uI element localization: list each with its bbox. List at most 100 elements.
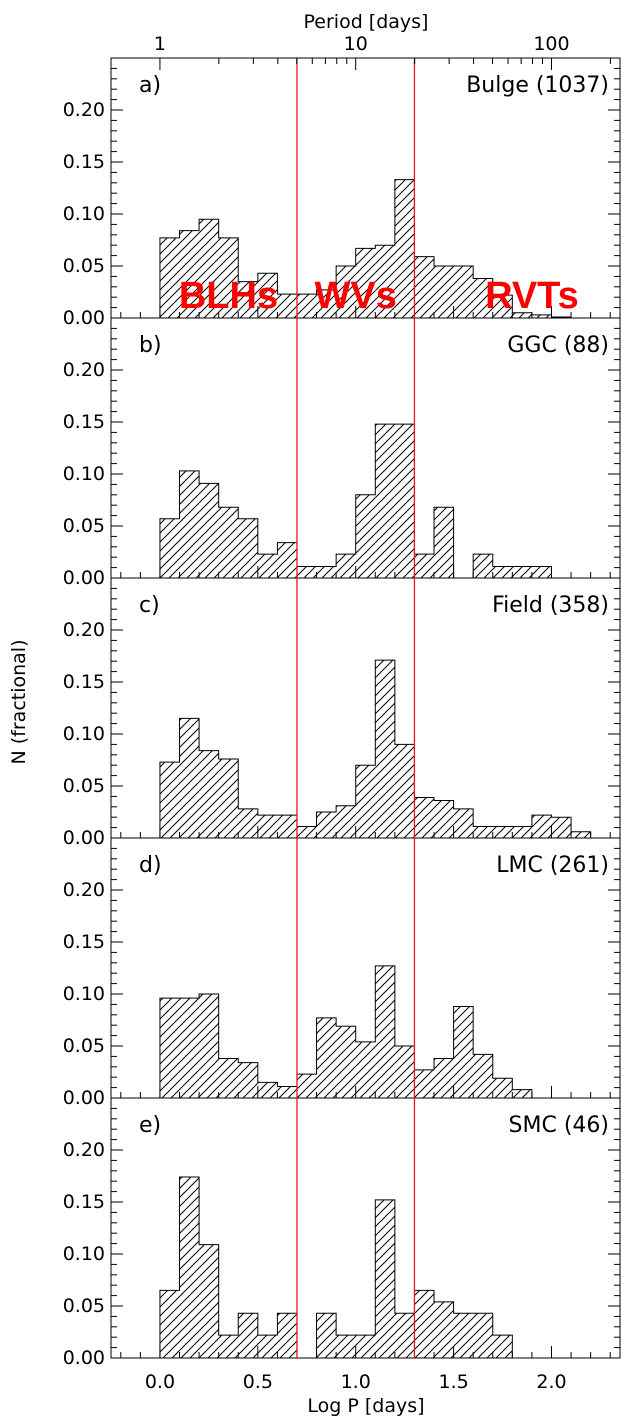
histogram-bar (473, 1054, 493, 1098)
histogram-bar (277, 294, 297, 318)
y-tick-label: 0.05 (63, 1035, 105, 1057)
histogram-bar (336, 1335, 356, 1358)
histogram-bar (453, 808, 474, 838)
histogram-bar (434, 507, 454, 578)
y-tick-label: 0.15 (63, 151, 105, 173)
histogram-bar (453, 1313, 474, 1358)
region-label: BLHs (179, 275, 278, 317)
region-labels: BLHs WVs RVTs (179, 275, 579, 317)
histogram-bar (179, 718, 200, 838)
y-tick-label: 0.15 (63, 931, 105, 953)
histogram-bar (375, 660, 395, 838)
histogram-bar (492, 566, 513, 578)
histogram-bar (257, 1335, 278, 1358)
histogram-bar (512, 312, 532, 318)
y-tick-label: 0.20 (63, 359, 105, 381)
y-tick-label: 0.05 (63, 1295, 105, 1317)
histogram-bar (238, 281, 258, 318)
histogram-bar (414, 797, 435, 838)
y-tick-label: 0.10 (63, 723, 105, 745)
y-tick-label: 0.00 (63, 307, 105, 329)
histogram-bar (296, 566, 317, 578)
histogram-bar (492, 1335, 513, 1358)
histogram-bar (179, 1177, 200, 1358)
panel-name: Field (358) (492, 593, 609, 618)
histogram-bar (394, 1313, 415, 1358)
histogram-bar (159, 998, 180, 1098)
histogram-bar (238, 1313, 258, 1358)
panel-frame (110, 1097, 621, 1359)
histogram-bar (492, 295, 513, 318)
histogram-outline (159, 423, 591, 579)
histogram-bar (512, 826, 532, 838)
panel-5: 0.00 0.05 0.10 0.15 0.20 e) SMC (46) (63, 1097, 621, 1369)
histogram-bar (414, 256, 435, 318)
y-tick-label: 0.00 (63, 1347, 105, 1369)
histogram-bar (414, 554, 435, 578)
y-tick-label: 0.15 (63, 671, 105, 693)
histogram-bar (473, 826, 493, 838)
y-tick-label: 0.05 (63, 515, 105, 537)
y-tick-label: 0.05 (63, 775, 105, 797)
histogram-bar (414, 1290, 435, 1358)
histogram-bar (199, 483, 219, 578)
histogram-bar (355, 1335, 376, 1358)
y-tick-label: 0.00 (63, 827, 105, 849)
histogram-bar (394, 1046, 415, 1098)
histogram-bar (394, 744, 415, 838)
histogram-bar (551, 316, 572, 318)
histogram-bar (336, 266, 356, 318)
y-tick-label: 0.20 (63, 879, 105, 901)
y-tick-label: 0.20 (63, 619, 105, 641)
histogram-bar (492, 1078, 513, 1098)
panel-1: 0.00 0.05 0.10 0.15 0.20 a) Bulge (1037) (63, 57, 621, 329)
histogram-bar (434, 1301, 454, 1358)
histogram-bar (238, 518, 258, 578)
histogram-bar (218, 237, 239, 318)
y-tick-label: 0.15 (63, 411, 105, 433)
histogram-bar (257, 554, 278, 578)
bottom-axis: 0.0 0.5 1.0 1.5 2.0 (145, 1371, 567, 1393)
panels: 0.000.050.100.150.20a) Bulge (1037)0.000.… (63, 57, 621, 1369)
histogram-bar (492, 826, 513, 838)
histogram-bar (355, 1041, 376, 1098)
y-tick-label: 0.10 (63, 463, 105, 485)
panel-letter: c) (139, 593, 160, 618)
histogram-bar (355, 494, 376, 578)
panel-2: 0.00 0.05 0.10 0.15 0.20 b) GGC (88) (63, 317, 621, 589)
panel-letter: d) (139, 853, 162, 878)
top-tick-label: 100 (533, 33, 569, 55)
panel-letter: e) (139, 1113, 161, 1138)
histogram-bar (277, 542, 297, 578)
histogram-bar (257, 1082, 278, 1098)
histogram-bar (355, 248, 376, 318)
histogram-bar (199, 219, 219, 318)
x-tick-label: 2.0 (536, 1371, 566, 1393)
x-axis-title: Log P [days] (307, 1395, 424, 1417)
histogram-outline (159, 965, 591, 1099)
histogram-bar (375, 965, 395, 1098)
y-tick-label: 0.00 (63, 1087, 105, 1109)
panel-name: GGC (88) (507, 333, 609, 358)
histogram-bar (571, 831, 591, 838)
top-axis-title: Period [days] (304, 11, 429, 33)
y-tick-label: 0.10 (63, 203, 105, 225)
region-label: WVs (315, 275, 397, 317)
y-tick-label: 0.20 (63, 99, 105, 121)
histogram-bar (453, 1006, 474, 1098)
histogram-bar (218, 507, 239, 578)
histogram-bar (453, 266, 474, 318)
histogram-bar (414, 1069, 435, 1098)
histogram-bar (394, 179, 415, 318)
histogram-bar (434, 266, 454, 318)
y-tick-label: 0.15 (63, 1191, 105, 1213)
histogram-bar (512, 1089, 532, 1098)
histogram-bar (512, 566, 532, 578)
panel-4: 0.00 0.05 0.10 0.15 0.20 d) LMC (261) (63, 837, 621, 1109)
histogram-bar (473, 554, 493, 578)
histogram-bar (316, 289, 337, 318)
histogram-bar (277, 1313, 297, 1358)
histogram-bar (551, 817, 572, 838)
panel-3: 0.00 0.05 0.10 0.15 0.20 c) Field (358) (63, 577, 621, 849)
